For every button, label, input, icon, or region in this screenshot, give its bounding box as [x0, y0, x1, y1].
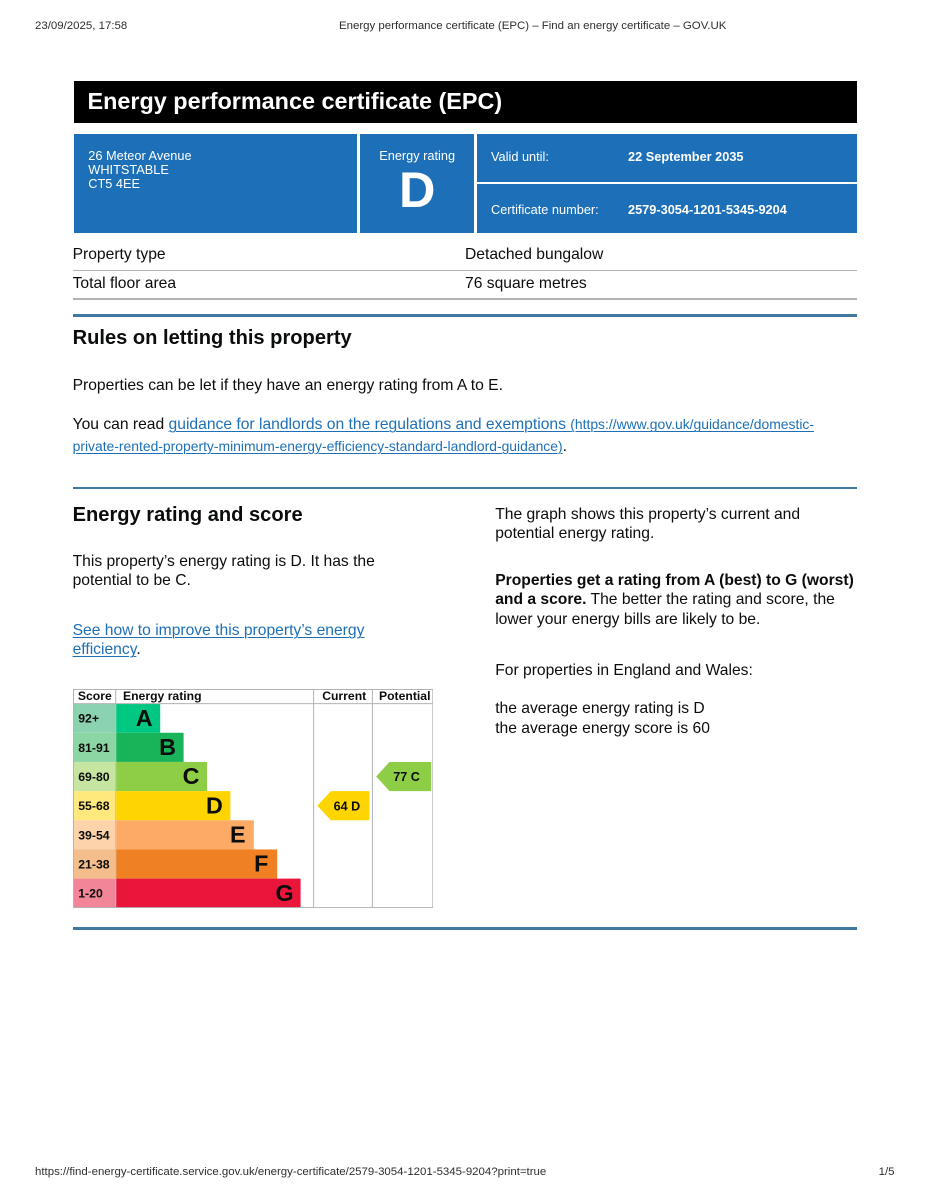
svg-text:92+: 92+: [78, 712, 99, 726]
svg-text:D: D: [206, 792, 223, 818]
svg-text:81-91: 81-91: [78, 741, 110, 755]
svg-text:64 D: 64 D: [334, 799, 361, 813]
svg-text:E: E: [230, 821, 246, 847]
svg-text:55-68: 55-68: [78, 799, 110, 813]
svg-text:69-80: 69-80: [78, 770, 110, 784]
svg-text:A: A: [136, 705, 153, 731]
svg-text:Potential: Potential: [379, 689, 430, 703]
svg-text:21-38: 21-38: [78, 857, 110, 871]
svg-text:F: F: [254, 850, 268, 876]
svg-text:C: C: [183, 763, 200, 789]
svg-text:1-20: 1-20: [78, 887, 103, 901]
svg-text:Energy rating: Energy rating: [123, 689, 202, 703]
svg-text:39-54: 39-54: [78, 828, 110, 842]
svg-text:Score: Score: [78, 689, 112, 703]
svg-text:B: B: [159, 734, 176, 760]
svg-text:Current: Current: [322, 689, 366, 703]
svg-text:77 C: 77 C: [393, 770, 420, 784]
svg-text:G: G: [276, 880, 294, 906]
